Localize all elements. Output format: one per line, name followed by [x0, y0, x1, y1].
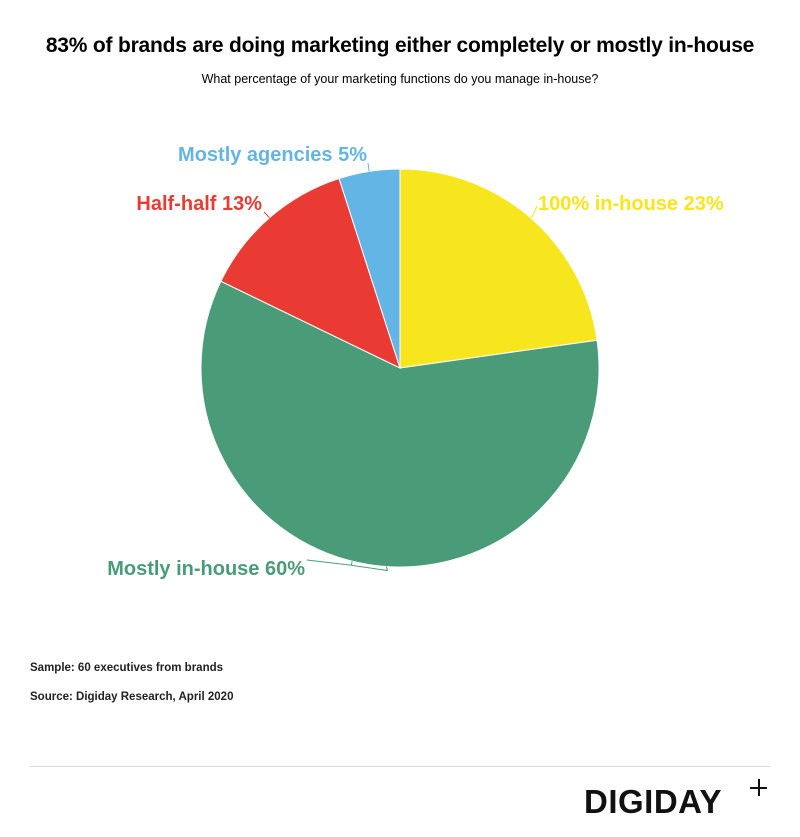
pie-slices [200, 168, 600, 568]
footer-divider [30, 766, 770, 767]
slice-label: 100% in-house 23% [538, 193, 724, 215]
plus-icon [748, 776, 770, 798]
leader-line [306, 559, 389, 572]
leader-line [367, 162, 370, 172]
chart-subtitle: What percentage of your marketing functi… [201, 72, 599, 86]
slice-labels: 100% in-house 23% Mostly in-house 60% Half… [107, 144, 724, 580]
slice-label: Mostly in-house 60% [107, 558, 305, 580]
source-note: Source: Digiday Research, April 2020 [30, 691, 234, 703]
chart-title: 83% of brands are doing marketing either… [45, 34, 755, 57]
pie-slice-100-in-house [399, 168, 598, 369]
digiday-logo: DIGIDAY [584, 783, 722, 820]
leader-line [530, 205, 538, 219]
slice-label: Half-half 13% [136, 193, 262, 215]
leader-line [263, 211, 270, 219]
pie-chart: 100% in-house 23% Mostly in-house 60% Half… [107, 144, 724, 580]
sample-note: Sample: 60 executives from brands [30, 662, 224, 674]
pie-slice-mostly-in-house [200, 280, 600, 568]
slice-label: Mostly agencies 5% [178, 144, 367, 166]
label-leader-lines [263, 162, 538, 572]
